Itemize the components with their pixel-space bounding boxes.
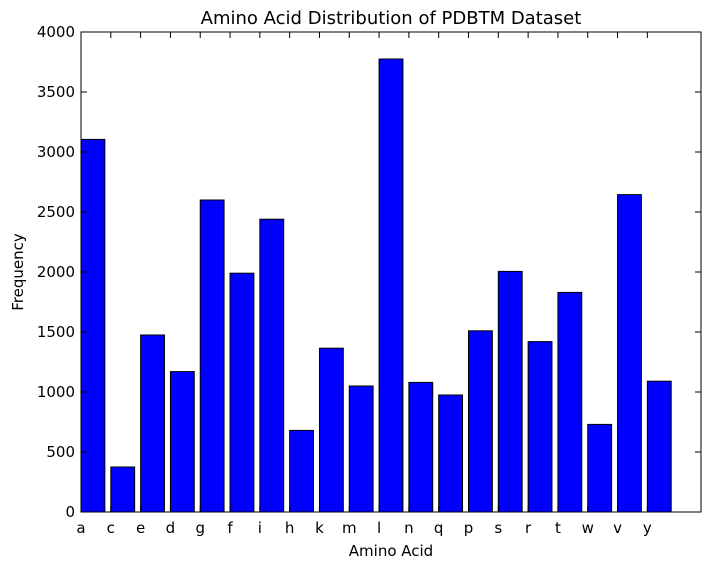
x-tick-label-r: r	[525, 519, 532, 537]
x-tick-label-d: d	[166, 519, 176, 537]
bar-i	[259, 218, 285, 513]
bars-group	[80, 58, 672, 513]
chart-title: Amino Acid Distribution of PDBTM Dataset	[201, 8, 582, 29]
bar-a	[80, 138, 106, 513]
bar-y	[646, 380, 672, 513]
bar-r	[527, 341, 553, 513]
y-tick-label: 1500	[37, 323, 75, 341]
x-tick-label-h: h	[285, 519, 295, 537]
x-tick-label-f: f	[227, 519, 233, 537]
y-tick-label: 1000	[37, 383, 75, 401]
x-tick-label-s: s	[494, 519, 502, 537]
x-tick-label-a: a	[76, 519, 85, 537]
bar-p	[468, 330, 493, 513]
bar-d	[169, 371, 195, 513]
bar-c	[110, 466, 136, 513]
bar-t	[557, 291, 583, 513]
bar-w	[587, 423, 613, 513]
y-tick-label: 3000	[37, 143, 75, 161]
x-tick-label-m: m	[342, 519, 357, 537]
bar-s	[497, 270, 523, 513]
x-tick-label-k: k	[315, 519, 324, 537]
y-tick-label: 500	[46, 443, 75, 461]
x-tick-label-e: e	[136, 519, 145, 537]
y-tick-label: 0	[65, 503, 75, 521]
y-tick-label: 4000	[37, 23, 75, 41]
x-tick-label-i: i	[258, 519, 262, 537]
y-tick-label: 3500	[37, 83, 75, 101]
bar-n	[408, 381, 434, 513]
y-tick-label: 2500	[37, 203, 75, 221]
bar-l	[378, 58, 404, 513]
x-tick-label-v: v	[613, 519, 622, 537]
x-tick-label-w: w	[582, 519, 594, 537]
x-tick-label-l: l	[377, 519, 381, 537]
bar-g	[199, 199, 225, 513]
y-tick-label: 2000	[37, 263, 75, 281]
plot-frame	[80, 31, 702, 513]
bar-q	[438, 394, 464, 513]
bar-m	[348, 385, 374, 513]
x-tick-label-t: t	[555, 519, 561, 537]
x-tick-label-p: p	[464, 519, 474, 537]
x-tick-label-g: g	[195, 519, 205, 537]
bar-k	[318, 347, 344, 513]
x-tick-label-n: n	[404, 519, 414, 537]
x-tick-label-y: y	[643, 519, 652, 537]
bar-h	[289, 429, 314, 513]
bar-f	[229, 272, 255, 513]
x-tick-label-c: c	[107, 519, 115, 537]
bar-e	[140, 334, 165, 513]
bar-v	[617, 194, 642, 513]
y-axis-label: Frequency	[9, 233, 27, 311]
x-tick-label-q: q	[434, 519, 444, 537]
x-axis-label: Amino Acid	[349, 542, 433, 560]
y-axis-ticks: 0 500 1000 1500 2000 2500 3000 3500 4000	[37, 23, 701, 521]
